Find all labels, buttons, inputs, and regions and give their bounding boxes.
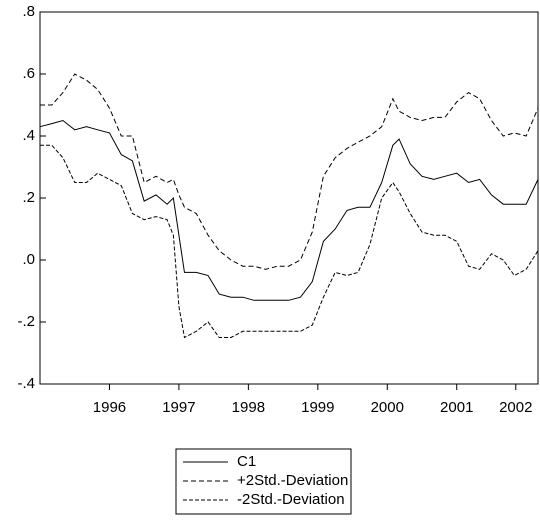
y-tick-label: .2: [22, 189, 35, 206]
legend-label: -2Std.-Deviation: [237, 491, 345, 508]
series-line: [39, 119, 539, 301]
legend-label: C1: [237, 453, 256, 470]
series-line: [40, 144, 539, 339]
x-tick-label: 2002: [499, 399, 532, 416]
x-tick-label: 1997: [162, 399, 195, 416]
x-tick-label: 1996: [93, 399, 126, 416]
y-tick-label: .0: [22, 251, 35, 268]
y-tick-label: -.2: [17, 313, 35, 330]
y-tick-label: -.4: [17, 375, 35, 392]
legend-label: +2Std.-Deviation: [237, 472, 348, 489]
x-tick-label: 1999: [301, 399, 334, 416]
legend-box: [175, 448, 352, 515]
x-tick-label: 2001: [440, 399, 473, 416]
series-line: [40, 73, 539, 270]
x-tick-label: 1998: [232, 399, 265, 416]
y-tick-label: .6: [22, 65, 35, 82]
y-tick-label: .4: [22, 127, 35, 144]
y-tick-label: .8: [22, 3, 35, 20]
plot-frame: [39, 11, 539, 385]
x-tick-label: 2000: [371, 399, 404, 416]
